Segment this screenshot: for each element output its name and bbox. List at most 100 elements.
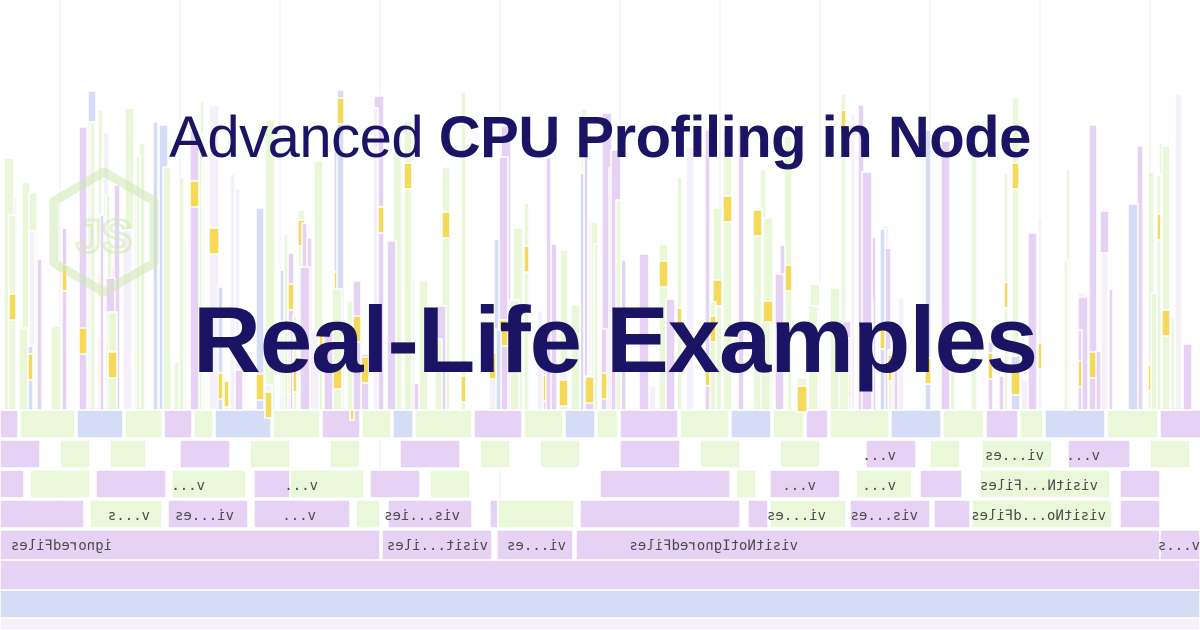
flame-frame: [399, 439, 461, 469]
flame-frame: [769, 499, 847, 529]
flame-spike-hot: [722, 195, 733, 223]
flame-frame: [381, 529, 493, 561]
flame-frame: [496, 529, 574, 561]
flame-spike-hot: [987, 352, 994, 380]
flame-frame: [392, 409, 414, 439]
page-subtitle: Real-Life Examples: [192, 287, 1038, 392]
flame-spike: [208, 104, 220, 411]
flame-frame: [497, 499, 575, 529]
flame-frame-label: vi...es: [985, 448, 1044, 464]
flame-spike: [897, 297, 905, 411]
flame-spike-hot: [292, 365, 298, 393]
flame-spike-hot: [1010, 368, 1021, 396]
flame-frame-label: v...: [862, 448, 896, 464]
flame-spike: [418, 279, 429, 411]
flame-frame: [355, 499, 381, 529]
flame-spike: [50, 325, 62, 411]
flame-frame: [929, 439, 961, 469]
flame-spike-hot: [78, 327, 88, 355]
flame-spike-hot: [1003, 281, 1009, 309]
flame-spike: [1161, 145, 1171, 411]
nodejs-logo-text: JS: [76, 210, 132, 262]
flame-spike-hot: [403, 162, 413, 190]
flame-spike: [600, 328, 608, 411]
flame-spike: [162, 166, 172, 411]
flame-root-row: [0, 617, 1200, 630]
flame-spike: [760, 321, 772, 411]
flame-spike: [545, 157, 552, 411]
flame-frame: [855, 469, 913, 499]
flame-spike-hot: [712, 279, 723, 307]
flame-frame: [579, 499, 741, 529]
flame-frame: [1067, 439, 1131, 469]
flame-frame: [933, 499, 971, 529]
flame-frame: [1149, 439, 1191, 469]
flame-spike: [1182, 343, 1193, 411]
flame-spike: [1088, 124, 1098, 411]
flame-spike: [807, 305, 819, 411]
flame-frame: [95, 469, 167, 499]
flame-frame: [747, 499, 769, 529]
flame-spike: [861, 171, 873, 411]
flame-frame: [564, 409, 596, 439]
flame-spike: [78, 126, 88, 411]
flame-frame: [0, 469, 25, 499]
flame-spike-hot: [1011, 162, 1020, 190]
flame-spike: [924, 129, 932, 411]
flame-spike-hot: [107, 351, 118, 379]
flame-spike-hot: [924, 357, 932, 385]
flame-spike-hot: [255, 373, 265, 401]
flame-frame: [59, 439, 91, 469]
flame-spike-hot: [752, 209, 763, 237]
flame-spike: [217, 286, 224, 411]
flame-spike: [89, 121, 96, 411]
flame-spike: [498, 156, 509, 411]
flame-spike-hot: [600, 372, 608, 400]
flame-spike-hot: [217, 372, 224, 400]
flame-frame: [387, 499, 473, 529]
flame-spike-hot: [558, 379, 569, 407]
flame-frame: [599, 469, 731, 499]
flame-spike: [61, 227, 68, 411]
flame-spike: [323, 330, 334, 411]
flame-frame: [272, 409, 321, 439]
flame-frame: [1019, 409, 1044, 439]
flame-spike-hot: [8, 293, 17, 321]
flame-frame: [124, 409, 163, 439]
flame-frame: [619, 439, 681, 469]
nodejs-hexagon-icon: JS: [49, 167, 159, 297]
flame-spike: [386, 240, 397, 411]
flame-frame-label: visitNo...dFiles: [971, 508, 1106, 524]
flame-frame: [479, 439, 511, 469]
flame-spike: [434, 338, 443, 411]
flame-frame: [772, 409, 805, 439]
flame-frame: [253, 499, 351, 529]
flame-spike: [970, 122, 978, 411]
flame-frame: [489, 499, 499, 529]
flame-frame: [29, 469, 91, 499]
flame-frame: [0, 499, 85, 529]
flame-frame: [179, 439, 231, 469]
flame-spike: [722, 130, 733, 411]
flame-frame: [171, 469, 247, 499]
flame-spike-hot: [336, 97, 345, 125]
title-emphasis: CPU Profiling in Node: [438, 105, 1032, 170]
flame-spike: [685, 146, 695, 411]
flame-spike-hot: [658, 260, 669, 288]
flame-frame-label: visitN...Files: [980, 478, 1098, 494]
flame-spike-hot: [796, 385, 808, 413]
flame-spike: [838, 337, 850, 411]
flame-spike: [638, 253, 650, 411]
flame-spike: [1027, 232, 1038, 411]
flame-spike: [122, 229, 133, 411]
flame-spike: [403, 120, 413, 411]
nodejs-logo: JS: [48, 167, 160, 297]
flame-spike: [752, 207, 763, 411]
flame-spike: [879, 228, 886, 411]
flame-frame: [890, 409, 942, 439]
flame-spike-hot: [676, 307, 683, 335]
flame-frame-label: v...s: [108, 508, 150, 524]
flame-spike: [1156, 174, 1162, 411]
flame-frame-label: vis...ies: [384, 508, 460, 524]
flame-spike: [189, 129, 200, 411]
